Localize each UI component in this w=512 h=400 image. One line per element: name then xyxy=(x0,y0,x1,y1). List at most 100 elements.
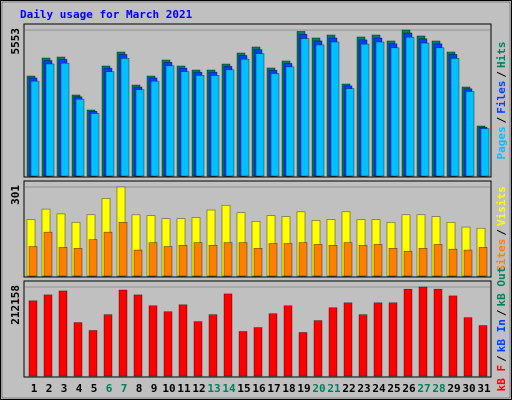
bar xyxy=(478,325,488,377)
legend-entry: Sites xyxy=(495,239,508,272)
bar xyxy=(103,231,113,277)
x-tick-label: 3 xyxy=(61,382,68,395)
bar xyxy=(118,221,128,277)
bar xyxy=(73,322,83,377)
bar xyxy=(105,71,115,177)
x-tick-label: 25 xyxy=(387,382,400,395)
bar xyxy=(43,294,53,377)
bar xyxy=(58,247,68,277)
x-tick-label: 12 xyxy=(192,382,205,395)
legend: kB F / kB In / kB Out xyxy=(495,267,508,392)
bar xyxy=(328,245,338,277)
bar xyxy=(358,245,368,277)
bar xyxy=(118,289,128,377)
bar xyxy=(298,332,308,377)
bar xyxy=(253,247,263,277)
bar xyxy=(478,247,488,277)
legend-separator: / xyxy=(495,355,508,362)
bar xyxy=(300,38,310,177)
bar xyxy=(450,58,460,177)
bar xyxy=(268,313,278,377)
bar xyxy=(313,320,323,377)
legend-entry: Pages xyxy=(495,126,508,159)
bar xyxy=(238,242,248,277)
legend-entry: kB F xyxy=(495,365,508,392)
bar xyxy=(448,295,458,377)
bar xyxy=(465,91,475,177)
bar xyxy=(238,331,248,377)
y-tick-label: 5553 xyxy=(9,28,22,55)
x-tick-label: 7 xyxy=(121,382,128,395)
bar xyxy=(358,314,368,377)
legend-entry: kB In xyxy=(495,319,508,352)
legend-separator: / xyxy=(495,309,508,316)
bar xyxy=(58,290,68,377)
bar xyxy=(178,245,188,277)
bar xyxy=(253,327,263,377)
bar xyxy=(135,89,145,177)
legend-entry: kB Out xyxy=(495,267,508,307)
legend-entry: Hits xyxy=(495,42,508,69)
bar xyxy=(60,62,70,177)
bar xyxy=(240,58,250,177)
bar xyxy=(418,286,428,377)
x-tick-label: 16 xyxy=(252,382,266,395)
bar xyxy=(103,314,113,377)
bar xyxy=(343,242,353,277)
bar xyxy=(150,80,160,177)
legend-entry: Files xyxy=(495,81,508,114)
bar xyxy=(178,304,188,377)
bar xyxy=(283,305,293,377)
x-tick-label: 11 xyxy=(177,382,191,395)
bar xyxy=(195,75,205,177)
bar xyxy=(193,321,203,377)
bar xyxy=(328,307,338,377)
bar xyxy=(88,239,98,277)
bar xyxy=(480,128,490,177)
bar xyxy=(463,249,473,277)
x-tick-label: 26 xyxy=(402,382,416,395)
legend-separator: / xyxy=(495,229,508,236)
bar xyxy=(30,80,40,177)
legend: Sites / Visits xyxy=(495,186,508,272)
bar xyxy=(75,98,85,177)
bar xyxy=(403,288,413,377)
bar xyxy=(193,242,203,277)
bar xyxy=(45,63,55,177)
bar xyxy=(165,65,175,177)
x-tick-label: 29 xyxy=(447,382,460,395)
bar xyxy=(73,247,83,277)
bar xyxy=(28,300,38,377)
bar xyxy=(120,58,130,177)
bar xyxy=(210,75,220,177)
y-tick-label: 301 xyxy=(9,185,22,205)
bar xyxy=(223,293,233,377)
bar xyxy=(403,250,413,277)
x-tick-label: 14 xyxy=(222,382,236,395)
bar xyxy=(315,44,325,177)
x-tick-label: 1 xyxy=(31,382,38,395)
x-tick-label: 23 xyxy=(357,382,370,395)
bar xyxy=(43,231,53,277)
chart-title: Daily usage for March 2021 xyxy=(20,8,193,21)
bar xyxy=(390,47,400,177)
bar xyxy=(268,243,278,277)
bar xyxy=(88,330,98,377)
bar xyxy=(388,247,398,277)
bar xyxy=(448,248,458,277)
legend-separator: / xyxy=(495,71,508,78)
bar xyxy=(343,302,353,377)
bar xyxy=(435,47,445,177)
bar xyxy=(330,41,340,177)
legend-entry: Visits xyxy=(495,186,508,226)
bar xyxy=(405,36,415,177)
bar xyxy=(283,243,293,277)
bar xyxy=(433,244,443,277)
bar xyxy=(433,288,443,377)
bar xyxy=(463,317,473,377)
x-tick-label: 20 xyxy=(312,382,325,395)
x-tick-label: 21 xyxy=(327,382,341,395)
x-tick-label: 8 xyxy=(136,382,143,395)
x-tick-label: 22 xyxy=(342,382,355,395)
